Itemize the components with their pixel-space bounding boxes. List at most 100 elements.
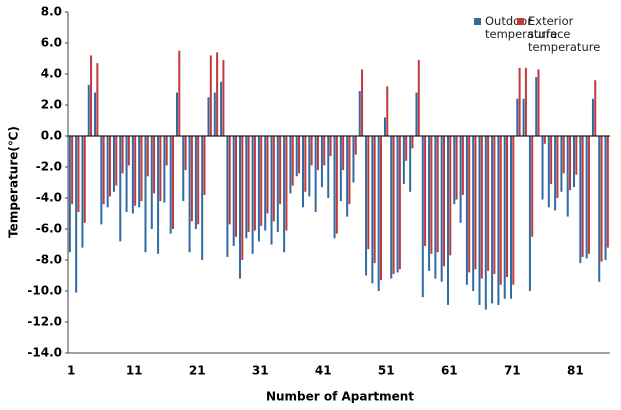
bar [75, 136, 78, 293]
bar [409, 136, 412, 192]
bar [71, 136, 74, 205]
bar [138, 136, 141, 208]
bar [220, 81, 223, 136]
bar [346, 136, 349, 217]
bar [184, 136, 187, 171]
bar [134, 136, 137, 206]
bar [585, 136, 588, 259]
bar [510, 136, 513, 299]
bar [383, 117, 386, 136]
y-tick-label: 8.0 [41, 5, 62, 19]
bar [308, 136, 311, 197]
bar [594, 80, 597, 136]
bar [402, 136, 405, 185]
bar [197, 136, 200, 225]
bar [329, 136, 332, 157]
bar [398, 136, 401, 270]
bar [352, 136, 355, 183]
bar [276, 136, 279, 233]
bar [335, 136, 338, 234]
bar [100, 136, 103, 225]
bar [77, 136, 80, 212]
bar [182, 136, 185, 202]
bar [531, 136, 534, 237]
bar [386, 86, 389, 136]
x-tick-label: 71 [504, 364, 521, 378]
bar [591, 98, 594, 136]
bar [474, 136, 477, 270]
x-tick-label: 41 [315, 364, 332, 378]
bar [392, 136, 395, 274]
bar [472, 136, 475, 291]
bar [518, 67, 521, 136]
legend-label: Exterior surface temperature [528, 14, 601, 54]
bar [302, 136, 305, 208]
bar [604, 136, 607, 260]
bar [190, 136, 193, 222]
bar [396, 136, 399, 273]
bar [566, 136, 569, 217]
bar [298, 136, 301, 174]
bar [440, 136, 443, 282]
x-tick-label: 21 [189, 364, 206, 378]
bar [253, 136, 256, 231]
bar [260, 136, 263, 226]
bar [289, 136, 292, 194]
bar [171, 136, 174, 229]
bar [251, 136, 254, 254]
bar [367, 136, 370, 250]
bar [207, 97, 210, 136]
legend-swatch [474, 18, 481, 25]
bar [516, 98, 519, 136]
bar [524, 67, 527, 136]
bar [203, 136, 206, 195]
bar [415, 92, 418, 136]
bar [264, 136, 267, 231]
bar [424, 136, 427, 247]
bar [484, 136, 487, 310]
bar [131, 136, 134, 214]
bar [216, 52, 219, 136]
bar [428, 136, 431, 271]
y-axis-title: Temperature(℃) [7, 126, 21, 238]
bar [272, 136, 275, 222]
bar [235, 136, 238, 237]
bar [417, 60, 420, 136]
bar [228, 136, 231, 225]
bar [201, 136, 204, 260]
bar [270, 136, 273, 245]
y-tick-label: -2.0 [36, 160, 62, 174]
bar [522, 98, 525, 136]
bar [87, 84, 90, 136]
bar [499, 136, 502, 285]
bar [569, 136, 572, 191]
bar [96, 63, 99, 136]
y-tick-label: -10.0 [27, 284, 62, 298]
bar [449, 136, 452, 256]
bar [295, 136, 298, 177]
bar [127, 136, 130, 166]
bar [478, 136, 481, 305]
bar [371, 136, 374, 284]
bar [121, 136, 124, 174]
bar [598, 136, 601, 282]
bar [465, 136, 468, 285]
bar [491, 136, 494, 304]
bar [562, 136, 565, 174]
bar [339, 136, 342, 202]
bar [405, 136, 408, 161]
bar [291, 136, 294, 186]
bar [543, 136, 546, 144]
bar [537, 69, 540, 136]
bar [175, 92, 178, 136]
bar [411, 136, 414, 149]
bar [535, 77, 538, 136]
bar [94, 92, 97, 136]
bar [213, 92, 216, 136]
bar [102, 136, 105, 205]
bar [493, 136, 496, 274]
bar [108, 136, 111, 197]
y-tick-label: 6.0 [41, 36, 62, 50]
bar [83, 136, 86, 223]
